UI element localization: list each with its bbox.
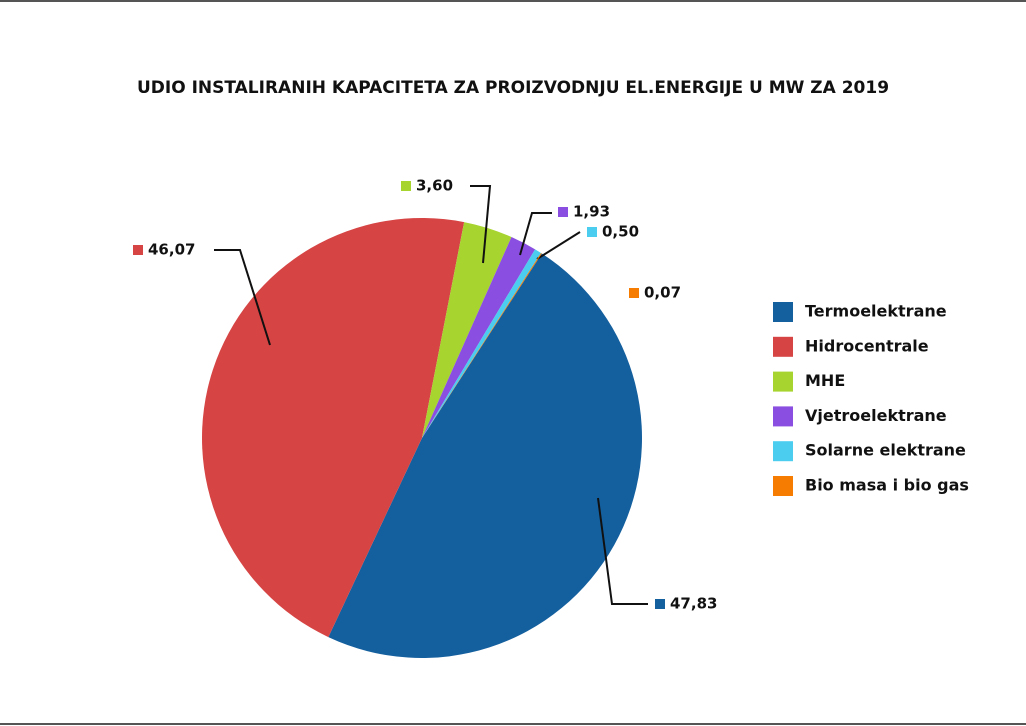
legend-label: MHE xyxy=(805,371,845,390)
legend-label: Bio masa i bio gas xyxy=(805,476,969,495)
legend-label: Hidrocentrale xyxy=(805,336,929,355)
legend-label: Solarne elektrane xyxy=(805,441,966,460)
leader-line xyxy=(597,497,648,605)
legend-swatch xyxy=(773,406,793,427)
legend-swatch xyxy=(773,476,793,496)
leader-line xyxy=(519,212,552,256)
pie-slice xyxy=(422,252,542,438)
pie-slice xyxy=(422,222,512,438)
legend-label: Termoelektrane xyxy=(805,302,947,321)
label-swatch xyxy=(629,288,639,298)
label-swatch xyxy=(133,245,143,255)
legend-swatch xyxy=(773,336,793,357)
pie-slice xyxy=(328,253,642,658)
chart-title: UDIO INSTALIRANIH KAPACITETA ZA PROIZVOD… xyxy=(137,78,889,98)
legend-swatch xyxy=(773,302,793,322)
leader-line xyxy=(214,249,271,346)
label-swatch xyxy=(655,599,665,609)
value-label: 47,83 xyxy=(670,595,717,613)
value-label: 1,93 xyxy=(573,203,610,221)
pie-slice xyxy=(422,249,542,438)
leader-line xyxy=(536,231,581,260)
value-label: 46,07 xyxy=(148,241,195,259)
pie-slice xyxy=(422,237,536,438)
legend-swatch xyxy=(773,371,793,392)
label-swatch xyxy=(587,227,597,237)
value-label: 0,07 xyxy=(644,284,681,302)
pie-slice xyxy=(202,218,465,638)
label-swatch xyxy=(401,181,411,191)
legend-label: Vjetroelektrane xyxy=(805,406,947,425)
value-label: 0,50 xyxy=(602,223,639,241)
legend-swatch xyxy=(773,441,793,462)
value-label: 3,60 xyxy=(416,177,453,195)
label-swatch xyxy=(558,207,568,217)
leader-line xyxy=(470,185,492,264)
